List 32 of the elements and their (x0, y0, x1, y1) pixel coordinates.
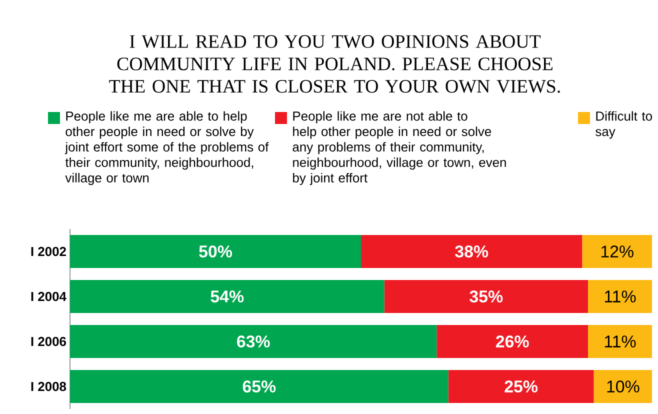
data-label: 50% (199, 246, 232, 258)
bar (361, 235, 582, 268)
data-label: 54% (210, 290, 244, 302)
data-label: 35% (470, 290, 503, 303)
bar (588, 280, 652, 314)
bar (448, 370, 594, 404)
bar (436, 325, 588, 358)
y-tick-label: I 2002 (31, 246, 66, 256)
legend-label: People like me are not able to help other people in need or solve any problems of their community, neighbourhood, village or town, even by joint effort (292, 111, 506, 186)
legend-label: People like me are able to help other people in need or solve by joint effort some of the problems of their community, neighbourhood, village or town (64, 111, 269, 186)
data-label: 10% (607, 380, 640, 393)
bar (384, 280, 588, 314)
bar (70, 325, 437, 358)
data-label: 11% (604, 290, 636, 302)
data-label: 26% (496, 336, 529, 348)
bar (594, 370, 652, 404)
data-label: 12% (601, 246, 634, 258)
data-label: 38% (455, 245, 488, 258)
data-label: 11% (604, 336, 636, 348)
data-label: 65% (242, 380, 276, 393)
legend-label: Difficult to say (596, 111, 652, 139)
bar (70, 235, 362, 268)
y-tick-label: I 2006 (31, 336, 66, 346)
data-label: 63% (237, 335, 270, 348)
data-label: 25% (504, 380, 538, 393)
bar (582, 235, 652, 268)
bar (70, 280, 384, 314)
chart-title: I WILL READ TO YOU TWO OPINIONS ABOUT COMMUNITY LIFE IN POLAND. PLEASE CHOOSE THE ONE THAT IS CLOSER TO YOUR OWN VIEWS. (109, 35, 560, 93)
y-tick-label: I 2008 (31, 382, 66, 392)
y-tick-label: I 2004 (31, 292, 66, 302)
bar (588, 325, 652, 358)
bar (70, 370, 448, 404)
